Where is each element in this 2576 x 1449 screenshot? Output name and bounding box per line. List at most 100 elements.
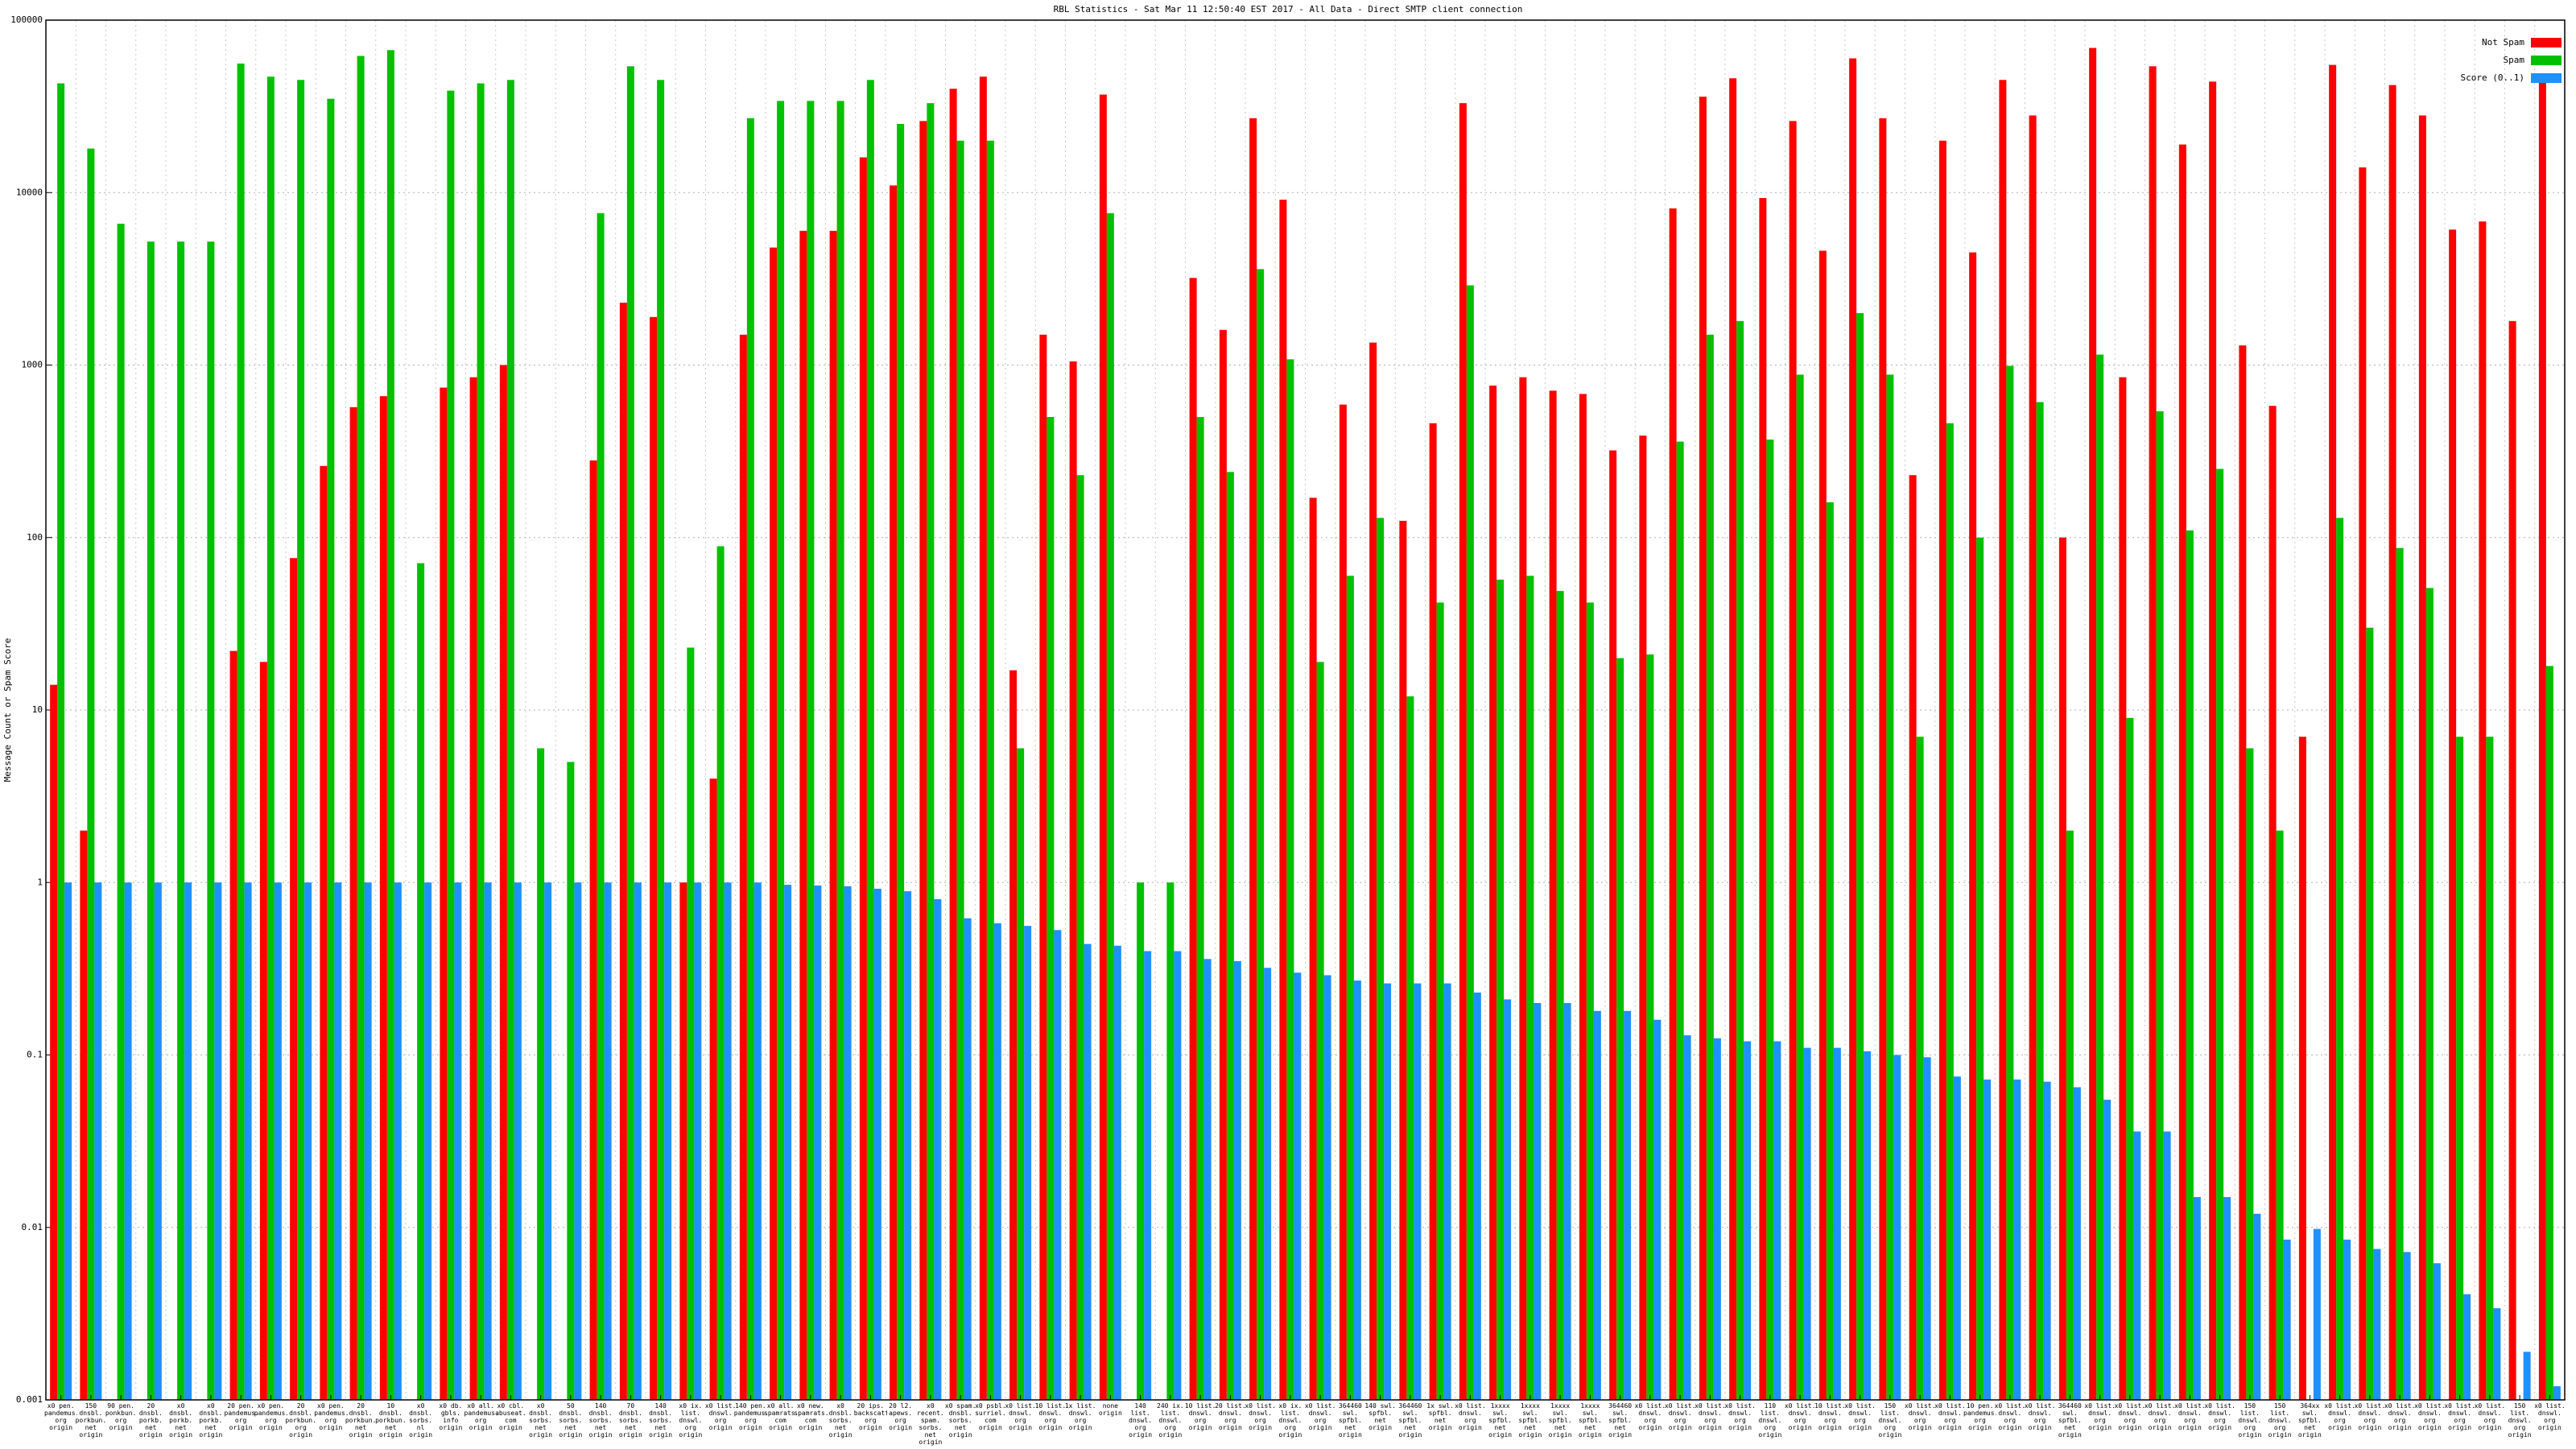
x-tick-label-box: x0 list. dnswl. org origin: [2474, 1402, 2506, 1431]
bar: [1713, 1038, 1721, 1400]
x-tick-label-box: x0 dnsbl. porkb. net origin: [199, 1402, 222, 1439]
bar: [2336, 518, 2344, 1400]
x-tick-label: 10 pen. pandemus. org origin: [1963, 1402, 1997, 1431]
bar: [1346, 576, 1354, 1400]
bar: [1069, 361, 1077, 1400]
bar: [1526, 576, 1534, 1400]
x-tick-label: x0 recent. spam. sorbs. net origin: [917, 1402, 944, 1446]
bar: [1286, 359, 1294, 1400]
bar: [379, 396, 387, 1400]
x-tick-label: x0 dnsbl. sorbs. nl origin: [409, 1402, 433, 1439]
bar: [836, 101, 844, 1401]
bar: [986, 140, 994, 1401]
x-tick-label-box: 10 pen. pandemus. org origin: [1963, 1402, 1997, 1431]
bar: [477, 83, 485, 1400]
bar: [266, 76, 275, 1400]
bar: [1459, 103, 1467, 1400]
bar: [859, 157, 867, 1400]
bar: [597, 213, 605, 1401]
bar: [2156, 411, 2164, 1401]
bar: [50, 684, 58, 1400]
bar: [890, 185, 898, 1401]
x-tick-label-box: 1xxxx swl. spfbl. net origin: [1488, 1402, 1512, 1439]
bar: [184, 882, 192, 1400]
x-tick-label: 20 dnsbl. porkbun. org origin: [285, 1402, 316, 1439]
x-tick-label: x0 spam. dnsbl. sorbs. net origin: [944, 1402, 976, 1439]
x-tick-label-box: 10 list. dnswl. org origin: [1814, 1402, 1846, 1431]
bar: [2216, 469, 2224, 1400]
bar: [1264, 968, 1272, 1400]
bar: [440, 387, 448, 1400]
bar: [1113, 945, 1121, 1400]
bar: [1137, 882, 1145, 1400]
bar: [1399, 520, 1407, 1400]
x-tick-label-box: x0 pen. pandemus. org origin: [314, 1402, 347, 1431]
bar: [807, 101, 815, 1401]
x-tick-label-box: none origin: [1099, 1402, 1122, 1417]
x-tick-label-box: x0 list. dnswl. org origin: [2355, 1402, 2386, 1431]
x-tick-label: x0 list. dnswl. org origin: [2474, 1402, 2506, 1431]
x-tick-label: x0 ix. list. dnswl. org origin: [679, 1402, 703, 1439]
x-tick-label-box: x0 new. spamrats. com origin: [794, 1402, 827, 1431]
x-tick-label: 1xxxx swl. spfbl. net origin: [1578, 1402, 1602, 1439]
bar: [1353, 980, 1361, 1400]
x-tick-label: x0 list. dnswl. org origin: [1784, 1402, 1816, 1431]
bar: [1683, 1035, 1691, 1400]
bar: [1496, 580, 1505, 1400]
x-tick-label: x0 list. dnswl. org origin: [1634, 1402, 1666, 1431]
bar: [1946, 423, 1954, 1400]
x-tick-label-box: x0 list. dnswl. org origin: [2204, 1402, 2235, 1431]
bar: [1916, 737, 1924, 1400]
x-tick-label-box: 364460 swl. spfbl. net origin: [1608, 1402, 1632, 1439]
x-tick-label-box: 10 dnsbl. porkbun. net origin: [375, 1402, 407, 1439]
bar: [1534, 1003, 1542, 1400]
y-tick-label: 0.001: [16, 1394, 43, 1405]
bar: [2253, 1213, 2261, 1400]
x-tick-label-box: 150 dnsbl. porkbun. net origin: [76, 1402, 107, 1439]
bar: [2149, 66, 2157, 1401]
x-tick-label-box: 140 pen. pandemus. org origin: [734, 1402, 767, 1431]
bar: [1833, 1047, 1841, 1400]
bar: [1818, 250, 1827, 1400]
x-tick-label: x0 psbl. surriel. com origin: [975, 1402, 1006, 1431]
bar: [2276, 830, 2284, 1400]
bar: [2103, 1100, 2112, 1400]
x-tick-label-box: 10 list. dnswl. org origin: [1035, 1402, 1067, 1431]
bar: [1046, 416, 1055, 1401]
bar: [784, 885, 792, 1400]
bar: [2403, 1252, 2411, 1400]
x-tick-label: 90 pen. ponkbun. org origin: [105, 1402, 137, 1431]
bar: [2313, 1228, 2321, 1400]
bar: [2508, 320, 2516, 1400]
x-tick-label: x0 list. dnswl. org origin: [2114, 1402, 2146, 1431]
bar: [1024, 926, 1032, 1400]
x-tick-label-box: x0 list. dnswl. org origin: [1844, 1402, 1876, 1431]
x-tick-label-box: 364460 swl. spfbl. net origin: [1339, 1402, 1362, 1439]
x-tick-label-box: 140 dnsbl. sorbs. net origin: [649, 1402, 672, 1439]
bar: [1294, 972, 1302, 1400]
bar: [290, 558, 298, 1401]
bar: [657, 80, 665, 1401]
y-tick-label: 10: [32, 704, 43, 715]
legend-label: Not Spam: [2482, 37, 2524, 47]
y-tick-label: 0.01: [22, 1222, 43, 1232]
x-tick-label-box: x0 list. dnswl. org origin: [1005, 1402, 1036, 1431]
x-tick-label-box: 90 pen. ponkbun. org origin: [105, 1402, 137, 1431]
x-tick-label: 70 dnsbl. sorbs. net origin: [618, 1402, 642, 1439]
x-tick-label: x0 list. dnswl. org origin: [1005, 1402, 1036, 1431]
bar: [956, 140, 964, 1401]
x-tick-label-box: x0 cbl. abuseat. com origin: [495, 1402, 526, 1431]
bar: [1466, 285, 1474, 1400]
x-tick-label-box: 20 ips. backscatterer. org origin: [854, 1402, 887, 1431]
bar: [1099, 94, 1107, 1400]
x-tick-label: x0 list. dnswl. org origin: [1904, 1402, 1936, 1431]
x-tick-label-box: x0 list. dnswl. org origin: [1245, 1402, 1276, 1431]
plot-frame: [45, 19, 2566, 1401]
x-tick-label: x0 dnsbl. sorbs. net origin: [828, 1402, 852, 1439]
bar: [1226, 472, 1234, 1400]
bar: [2209, 81, 2217, 1401]
bar: [2283, 1239, 2291, 1400]
x-tick-label-box: 150 list. dnswl. org origin: [2268, 1402, 2292, 1439]
bar: [1759, 198, 1767, 1400]
bar: [2479, 221, 2487, 1400]
